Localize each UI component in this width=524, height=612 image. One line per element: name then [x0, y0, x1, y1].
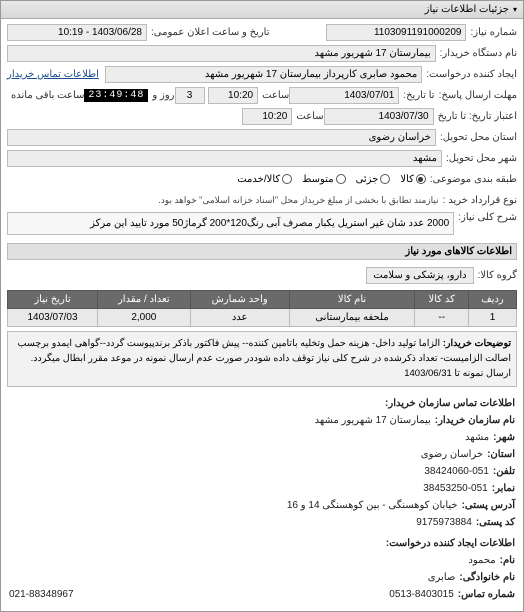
- radio-dot-icon: [416, 174, 426, 184]
- time-label-2: ساعت: [292, 111, 323, 122]
- group-label: گروه کالا:: [474, 270, 517, 281]
- buyer-org-label: نام دستگاه خریدار:: [436, 48, 517, 59]
- phone-v: 38424060-051: [424, 463, 489, 480]
- group-tag: دارو، پزشکی و سلامت: [366, 267, 473, 284]
- ccity-v: مشهد: [465, 429, 489, 446]
- window-content: شماره نیاز: 1103091191000209 تاریخ و ساع…: [1, 19, 523, 611]
- tel2-v: 021-88348967: [9, 586, 74, 603]
- radio-goods[interactable]: کالا: [400, 174, 426, 185]
- cell-name: ملحفه بیمارستانی: [289, 309, 415, 327]
- fname-k: نام:: [500, 552, 515, 569]
- tel-k: شماره تماس:: [458, 589, 515, 600]
- items-table: ردیف کد کالا نام کالا واحد شمارش تعداد /…: [7, 290, 517, 327]
- addr-k: آدرس پستی:: [462, 497, 515, 514]
- post-k: کد پستی:: [476, 514, 515, 531]
- radio-dot-icon: [380, 174, 390, 184]
- req-no-field: 1103091191000209: [326, 24, 466, 41]
- window-title: جزئیات اطلاعات نیاز: [425, 4, 509, 15]
- cell-date: 1403/07/03: [8, 309, 98, 327]
- cell-code: --: [415, 309, 469, 327]
- deadline-until-label: تا تاریخ:: [399, 90, 434, 101]
- cprov-k: استان:: [487, 446, 515, 463]
- remain-suffix-label: ساعت باقی مانده: [7, 90, 84, 101]
- radio-dot-icon: [336, 174, 346, 184]
- creator-field: محمود صابری کارپرداز بیمارستان 17 شهریور…: [105, 66, 422, 83]
- city-field: مشهد: [7, 150, 442, 167]
- radio-goods-service[interactable]: کالا/خدمت: [237, 174, 292, 185]
- city-label: شهر محل تحویل:: [442, 153, 517, 164]
- lname-v: صابری: [428, 569, 456, 586]
- post-v: 9175973884: [416, 514, 472, 531]
- summary-field: 2000 عدد شان غیر استریل یکبار مصرف آبی ر…: [7, 212, 454, 235]
- lname-k: نام خانوادگی:: [459, 569, 515, 586]
- table-row[interactable]: 1 -- ملحفه بیمارستانی عدد 2,000 1403/07/…: [8, 309, 517, 327]
- col-unit: واحد شمارش: [190, 291, 289, 309]
- ccity-k: شهر:: [493, 429, 515, 446]
- buyer-notes-text: الزاما تولید داخل- هزینه حمل وتخلیه باتا…: [18, 338, 511, 379]
- class-label: طبقه بندی موضوعی:: [426, 174, 517, 185]
- col-code: کد کالا: [415, 291, 469, 309]
- org-v: بیمارستان 17 شهریور مشهد: [315, 412, 431, 429]
- pub-date-field: 1403/06/28 - 10:19: [7, 24, 147, 41]
- class-radio-group: کالا جزئی متوسط کالا/خدمت: [237, 174, 426, 185]
- addr-v: خیابان کوهسنگی - بین کوهسنگی 14 و 16: [287, 497, 458, 514]
- deadline-label: مهلت ارسال پاسخ:: [435, 90, 517, 101]
- creator-title: اطلاعات ایجاد کننده درخواست:: [9, 535, 515, 552]
- creator-label: ایجاد کننده درخواست:: [422, 69, 517, 80]
- contract-note: نیازمند تطابق با بخشی از مبلغ خریداز محل…: [158, 193, 438, 208]
- phone-k: تلفن:: [493, 463, 515, 480]
- province-field: خراسان رضوی: [7, 129, 436, 146]
- contact-title: اطلاعات تماس سازمان خریدار:: [9, 395, 515, 412]
- radio-partial[interactable]: جزئی: [356, 174, 391, 185]
- col-qty: تعداد / مقدار: [98, 291, 191, 309]
- fax-k: نمابر:: [492, 480, 515, 497]
- province-label: استان محل تحویل:: [436, 132, 517, 143]
- validity-date-field: 1403/07/30: [324, 108, 434, 125]
- buyer-contact-link[interactable]: اطلاعات تماس خریدار: [7, 69, 99, 80]
- details-window: ▾ جزئیات اطلاعات نیاز شماره نیاز: 110309…: [0, 0, 524, 612]
- cell-qty: 2,000: [98, 309, 191, 327]
- cell-unit: عدد: [190, 309, 289, 327]
- radio-gs-label: کالا/خدمت: [237, 174, 280, 185]
- window-titlebar: ▾ جزئیات اطلاعات نیاز: [1, 1, 523, 19]
- col-name: نام کالا: [289, 291, 415, 309]
- deadline-date-field: 1403/07/01: [289, 87, 399, 104]
- table-header-row: ردیف کد کالا نام کالا واحد شمارش تعداد /…: [8, 291, 517, 309]
- buyer-notes-box: توضیحات خریدار: الزاما تولید داخل- هزینه…: [7, 331, 517, 387]
- cprov-v: خراسان رضوی: [421, 446, 483, 463]
- contract-type-label: نوع قرارداد خرید :: [439, 195, 517, 206]
- col-date: تاریخ نیاز: [8, 291, 98, 309]
- org-k: نام سازمان خریدار:: [435, 412, 515, 429]
- countdown-timer: 23:49:48: [84, 89, 148, 102]
- contact-block: اطلاعات تماس سازمان خریدار: نام سازمان خ…: [7, 387, 517, 607]
- req-no-label: شماره نیاز:: [466, 27, 517, 38]
- summary-label: شرح کلی نیاز:: [454, 212, 517, 223]
- col-row: ردیف: [469, 291, 517, 309]
- radio-medium-label: متوسط: [302, 174, 333, 185]
- deadline-time-field: 10:20: [208, 87, 258, 104]
- buyer-notes-label: توضیحات خریدار:: [443, 338, 511, 349]
- fax-v: 38453250-051: [423, 480, 488, 497]
- radio-partial-label: جزئی: [356, 174, 379, 185]
- days-remain-field: 3: [175, 87, 205, 104]
- radio-goods-label: کالا: [400, 174, 414, 185]
- pub-date-label: تاریخ و ساعت اعلان عمومی:: [147, 27, 270, 38]
- cell-row: 1: [469, 309, 517, 327]
- tel-v: 8403015-0513: [389, 589, 454, 600]
- fname-v: محمود: [468, 552, 495, 569]
- goods-section-header: اطلاعات کالاهای مورد نیاز: [7, 243, 517, 260]
- buyer-org-field: بیمارستان 17 شهریور مشهد: [7, 45, 436, 62]
- radio-dot-icon: [282, 174, 292, 184]
- days-remain-label: روز و: [148, 90, 174, 101]
- collapse-icon[interactable]: ▾: [513, 5, 517, 14]
- radio-medium[interactable]: متوسط: [302, 174, 345, 185]
- time-label-1: ساعت: [258, 90, 289, 101]
- validity-time-field: 10:20: [242, 108, 292, 125]
- validity-label: اعتبار تاریخ: تا تاریخ: [434, 111, 517, 122]
